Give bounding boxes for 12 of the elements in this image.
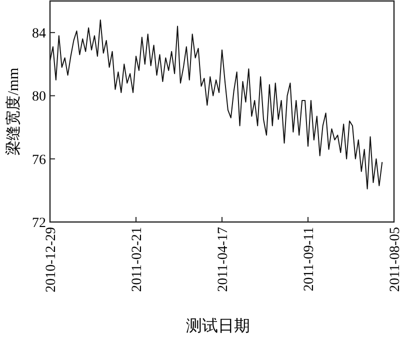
x-tick-label: 2010-12-29 [44, 227, 59, 292]
x-tick-label: 2011-09-11 [302, 227, 317, 292]
line-series [50, 19, 383, 190]
x-tick-label: 2011-04-17 [216, 227, 231, 292]
y-tick-label: 76 [32, 152, 46, 168]
y-tick-label: 72 [32, 216, 46, 231]
x-tick-label: 2011-08-05 [388, 227, 400, 292]
x-axis-title: 测试日期 [186, 317, 250, 335]
y-tick-label: 84 [32, 26, 46, 42]
x-tick-label: 2011-02-21 [130, 227, 145, 292]
y-axis-title: 梁缝宽度/mm [5, 67, 22, 156]
y-tick-label: 80 [32, 90, 46, 105]
